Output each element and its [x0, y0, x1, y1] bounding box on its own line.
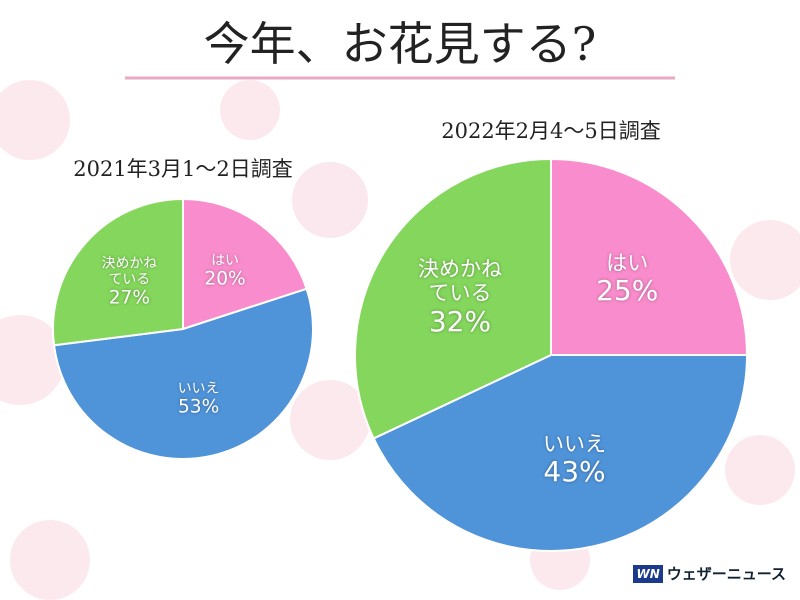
pie-slice — [182, 197, 308, 331]
pie-slice — [354, 157, 552, 440]
slice-label: いいえ 53% — [178, 380, 220, 417]
pie-slice — [52, 287, 314, 461]
value-label: 53% — [177, 396, 220, 418]
logo-text: ウェザーニュース — [666, 565, 786, 583]
pie-subtitle: 2021年3月1〜2日調査 — [73, 157, 293, 181]
value-label: 20% — [204, 268, 246, 290]
pie-subtitle: 2022年2月4〜5日調査 — [441, 119, 661, 143]
category-label: はい — [606, 250, 649, 275]
category-label: 決めかねている — [101, 255, 158, 288]
value-label: 43% — [543, 455, 606, 489]
slice-label: いいえ 43% — [543, 432, 606, 488]
slice-label: はい 25% — [596, 251, 658, 307]
value-label: 27% — [108, 287, 150, 309]
logo: WN ウェザーニュース — [633, 563, 786, 584]
pie-slice — [550, 157, 749, 356]
pie-slice — [52, 197, 184, 347]
value-label: 25% — [596, 273, 659, 307]
slice-label: 決めかねている 27% — [99, 255, 159, 308]
category-label: 決めかねている — [417, 257, 502, 306]
slice-label: 決めかねている 32% — [415, 257, 505, 337]
pie-slice — [372, 354, 749, 552]
category-label: はい — [211, 252, 239, 269]
category-label: いいえ — [543, 432, 607, 457]
page-title: 今年、お花見する? — [203, 17, 597, 71]
category-label: いいえ — [177, 380, 220, 397]
slice-label: はい 20% — [204, 252, 245, 289]
logo-mark: WN — [633, 564, 663, 583]
value-label: 32% — [428, 304, 492, 338]
